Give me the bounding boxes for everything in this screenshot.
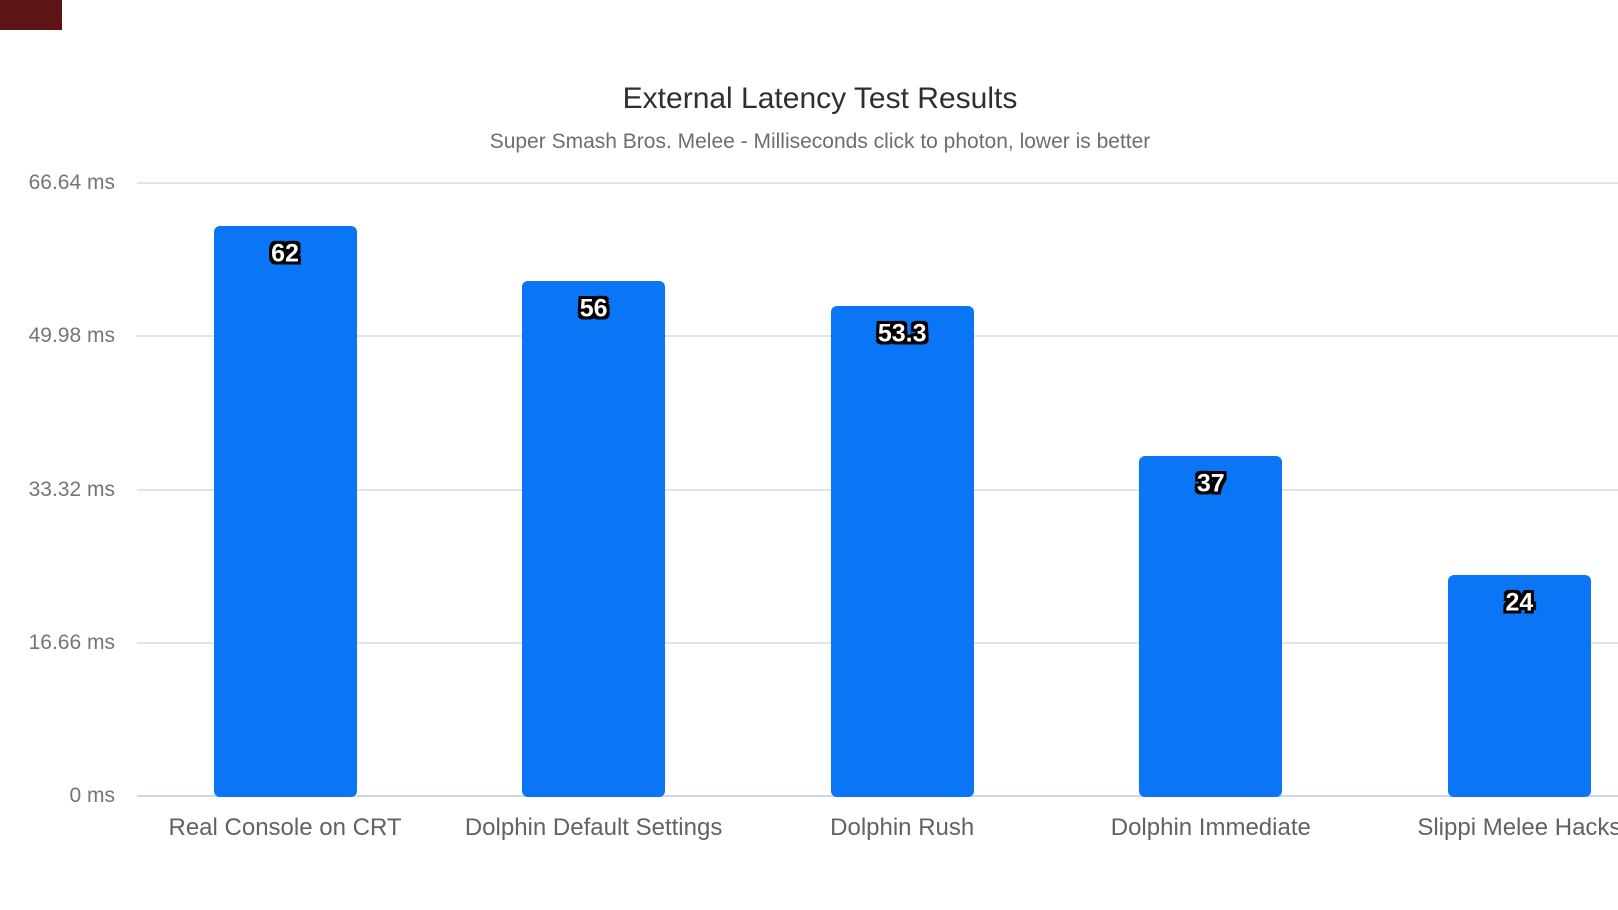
bar-value-label: 62 bbox=[271, 239, 299, 268]
x-axis-category-label: Dolphin Immediate bbox=[1110, 814, 1311, 841]
corner-red-block bbox=[0, 0, 62, 30]
gridline bbox=[137, 182, 1618, 184]
y-axis-tick-label: 49.98 ms bbox=[28, 324, 115, 348]
bar-1[interactable] bbox=[213, 225, 357, 797]
y-axis-tick-label: 66.64 ms bbox=[28, 171, 115, 194]
bar-5[interactable] bbox=[1447, 575, 1591, 797]
x-axis-category-label: Dolphin Rush bbox=[830, 814, 975, 841]
x-axis-category-label: Slippi Melee Hacks bbox=[1417, 814, 1618, 841]
y-axis-tick-label: 16.66 ms bbox=[28, 630, 115, 654]
y-axis-tick-label: 0 ms bbox=[69, 784, 115, 807]
bar-value-label: 37 bbox=[1196, 469, 1225, 498]
chart-subtitle: Super Smash Bros. Melee - Milliseconds c… bbox=[489, 130, 1151, 153]
y-axis-tick-label: 33.32 ms bbox=[28, 477, 115, 501]
chart-title: External Latency Test Results bbox=[622, 82, 1018, 115]
x-axis-category-label: Dolphin Default Settings bbox=[464, 814, 723, 841]
bar-value-label: 24 bbox=[1505, 588, 1534, 617]
bar-2[interactable] bbox=[522, 280, 666, 797]
bar-value-label: 53.3 bbox=[877, 319, 927, 348]
bar-value-label: 56 bbox=[579, 294, 608, 323]
bar-4[interactable] bbox=[1139, 455, 1283, 797]
x-axis-category-label: Real Console on CRT bbox=[168, 814, 402, 841]
bar-3[interactable] bbox=[830, 305, 974, 797]
